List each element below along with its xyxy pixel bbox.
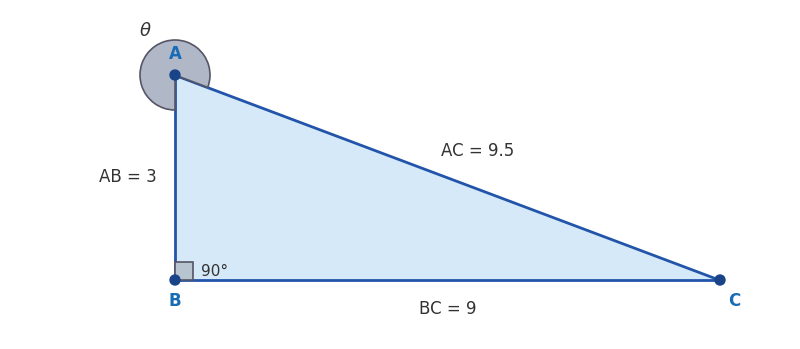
Text: 90°: 90° — [201, 263, 228, 279]
Text: B: B — [169, 292, 182, 310]
Polygon shape — [175, 262, 193, 280]
Text: θ: θ — [139, 22, 150, 40]
Text: BC = 9: BC = 9 — [418, 300, 476, 318]
Text: C: C — [728, 292, 740, 310]
Circle shape — [170, 275, 180, 285]
Text: AC = 9.5: AC = 9.5 — [441, 141, 514, 159]
Circle shape — [715, 275, 725, 285]
Wedge shape — [140, 40, 210, 110]
Polygon shape — [175, 75, 720, 280]
Text: AB = 3: AB = 3 — [99, 169, 157, 186]
Text: A: A — [169, 45, 182, 63]
Circle shape — [170, 70, 180, 80]
